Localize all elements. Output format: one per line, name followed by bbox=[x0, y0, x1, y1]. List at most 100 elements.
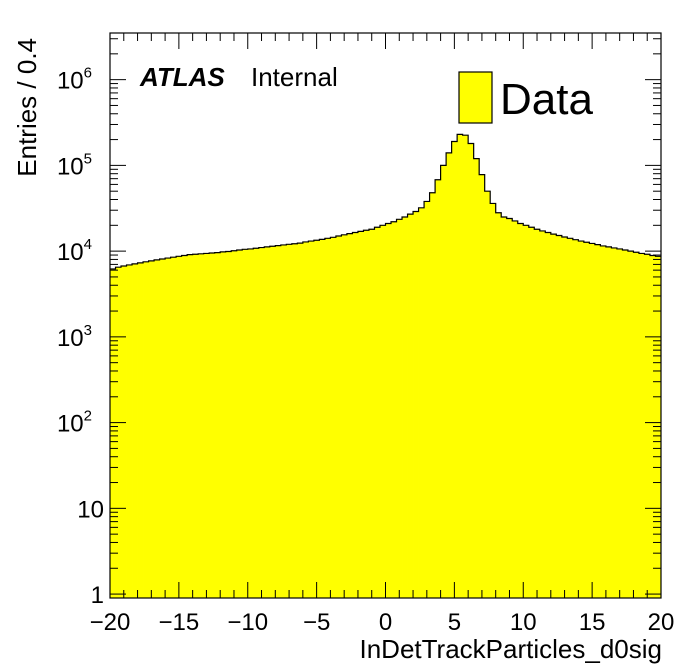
histogram-bin bbox=[368, 229, 375, 598]
histogram-bin bbox=[220, 251, 227, 598]
histogram-bin bbox=[286, 244, 293, 599]
histogram-bin bbox=[154, 259, 160, 598]
histogram-bin bbox=[308, 241, 315, 598]
histogram-bin bbox=[429, 192, 436, 598]
y-tick-label: 106 bbox=[57, 65, 92, 95]
histogram-bin bbox=[236, 250, 243, 598]
histogram-bin bbox=[501, 217, 508, 598]
histogram-bin bbox=[468, 143, 475, 598]
histogram-bin bbox=[192, 254, 199, 598]
x-tick-label: −10 bbox=[227, 609, 268, 636]
histogram-bin bbox=[170, 257, 177, 598]
histogram-bin bbox=[115, 267, 122, 598]
histogram-bin bbox=[280, 244, 287, 598]
histogram-bin bbox=[225, 251, 232, 599]
histogram-bin bbox=[385, 223, 392, 599]
histogram-bin bbox=[357, 231, 364, 599]
histogram-bin bbox=[214, 252, 221, 599]
histogram-bin bbox=[352, 232, 359, 598]
x-tick-label: 10 bbox=[510, 609, 537, 636]
histogram-bin bbox=[556, 235, 563, 598]
histogram-bin bbox=[258, 247, 265, 599]
histogram-bin bbox=[424, 201, 430, 598]
x-tick-label: 5 bbox=[448, 609, 461, 636]
histogram-bin bbox=[407, 214, 414, 598]
legend-swatch-data bbox=[458, 71, 493, 124]
histogram-bin bbox=[413, 211, 419, 599]
histogram-outline bbox=[110, 133, 661, 270]
histogram-bin bbox=[269, 246, 276, 598]
histogram-bin bbox=[440, 165, 447, 598]
histogram-bin bbox=[446, 152, 453, 598]
histogram-bin bbox=[341, 234, 348, 599]
histogram-bin bbox=[374, 227, 381, 598]
histogram-bin bbox=[512, 220, 519, 598]
histogram-bin bbox=[655, 256, 662, 598]
legend: Data bbox=[458, 71, 593, 124]
y-tick-label: 1 bbox=[91, 582, 104, 609]
y-tick-label: 10 bbox=[77, 496, 104, 523]
x-tick-label: −5 bbox=[303, 609, 330, 636]
x-tick-label: 0 bbox=[379, 609, 392, 636]
histogram-bin bbox=[324, 238, 331, 598]
histogram-bin bbox=[313, 240, 320, 598]
histogram-bin bbox=[495, 212, 502, 599]
histogram-bin bbox=[247, 248, 254, 598]
histogram-bin bbox=[330, 237, 337, 598]
histogram-bin bbox=[198, 253, 205, 598]
histogram-bin bbox=[159, 258, 166, 598]
histogram-bars bbox=[110, 134, 662, 599]
histogram-bin bbox=[605, 246, 612, 598]
x-tick-label: −15 bbox=[159, 609, 200, 636]
histogram-bin bbox=[490, 203, 497, 599]
histogram-bin bbox=[110, 268, 116, 598]
histogram-bin bbox=[572, 239, 579, 599]
histogram-bin bbox=[523, 225, 530, 598]
histogram-bin bbox=[534, 229, 541, 598]
histogram-bin bbox=[165, 258, 172, 598]
histogram-bin bbox=[638, 253, 645, 599]
histogram-bin bbox=[506, 218, 513, 598]
internal-label: Internal bbox=[251, 62, 338, 92]
histogram-bin bbox=[402, 217, 408, 598]
y-axis-ticks: 1 10 102 103 104 105 106 bbox=[57, 38, 661, 609]
histogram-bin bbox=[528, 227, 535, 598]
histogram-bin bbox=[539, 230, 546, 598]
histogram-bin bbox=[203, 253, 210, 599]
histogram-bin bbox=[253, 248, 260, 598]
histogram-bin bbox=[473, 158, 480, 598]
histogram-bin bbox=[578, 241, 585, 598]
histogram-bin bbox=[391, 221, 397, 598]
histogram-bin bbox=[297, 243, 304, 599]
histogram-bin bbox=[335, 236, 342, 598]
histogram-bin bbox=[462, 135, 469, 598]
histogram-bin bbox=[143, 261, 149, 598]
histogram-bin bbox=[600, 245, 607, 598]
histogram-bin bbox=[242, 249, 249, 598]
histogram-bin bbox=[379, 225, 386, 598]
histogram-bin bbox=[435, 179, 441, 598]
histogram-bin bbox=[627, 251, 634, 598]
histogram-bin bbox=[457, 134, 464, 598]
histogram-bin bbox=[644, 254, 651, 598]
histogram-bin bbox=[275, 245, 282, 598]
histogram-bin bbox=[649, 255, 656, 598]
x-tick-label: −20 bbox=[90, 609, 131, 636]
histogram-bin bbox=[181, 255, 188, 598]
histogram-bin bbox=[126, 264, 133, 598]
y-tick-label: 102 bbox=[57, 408, 92, 438]
x-tick-label: 15 bbox=[579, 609, 606, 636]
histogram-bin bbox=[616, 248, 623, 598]
legend-label-data: Data bbox=[500, 75, 593, 124]
histogram-bin bbox=[622, 250, 629, 598]
y-axis-label: Entries / 0.4 bbox=[12, 38, 42, 177]
histogram-bin bbox=[319, 239, 326, 598]
histogram-bin bbox=[302, 241, 309, 599]
histogram-bin bbox=[451, 141, 458, 598]
histogram-bin bbox=[561, 237, 568, 598]
histogram-bin bbox=[148, 260, 155, 598]
histogram-bin bbox=[567, 238, 574, 598]
histogram-bin bbox=[550, 234, 557, 599]
y-tick-label: 103 bbox=[57, 322, 92, 352]
histogram-bin bbox=[132, 263, 138, 598]
